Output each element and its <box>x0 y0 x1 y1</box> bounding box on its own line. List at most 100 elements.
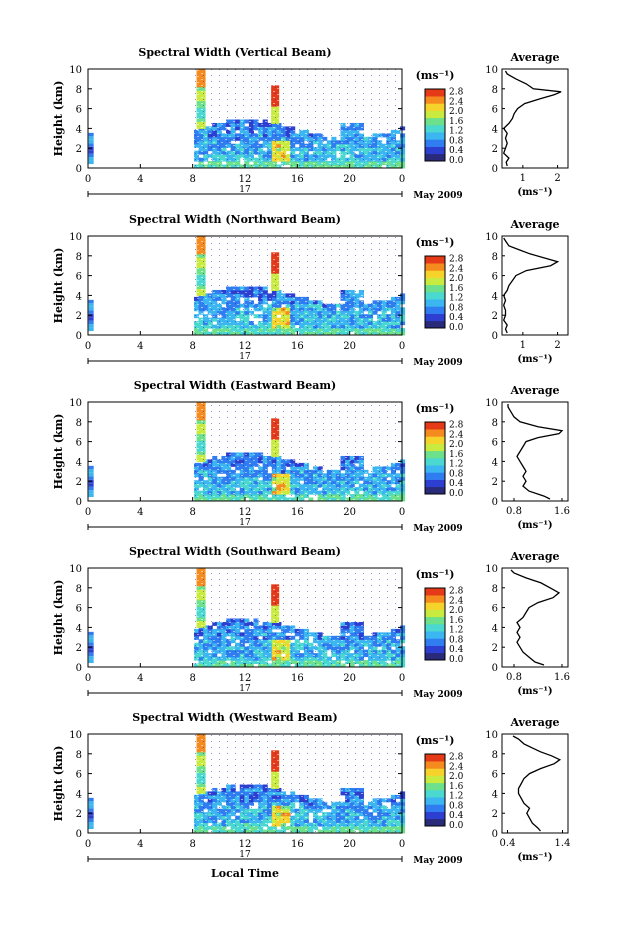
colorbar-swatch <box>425 153 445 162</box>
colorbar-tick: 2.4 <box>449 596 464 606</box>
avg-frame <box>501 68 569 169</box>
date-label: May 2009 <box>413 690 462 700</box>
avg-ytick-label: 6 <box>492 604 498 615</box>
ytick-label: 6 <box>76 604 82 615</box>
echo-cell <box>400 490 406 495</box>
colorbar-swatch <box>425 609 445 618</box>
colorbar-tick: 0.8 <box>449 635 464 645</box>
avg-ytick-label: 0 <box>492 331 498 342</box>
ytick-label: 4 <box>76 291 82 302</box>
colorbar-swatch <box>425 256 445 264</box>
echo-cell <box>400 805 406 810</box>
colorbar-swatch <box>425 645 445 654</box>
echo-cell <box>88 659 94 664</box>
yaxis-label: Height (km) <box>52 248 65 324</box>
echo-cell <box>88 132 94 137</box>
echo-cell <box>88 822 94 826</box>
echo-cell <box>400 656 406 661</box>
avg-ytick-label: 10 <box>485 564 498 575</box>
echo-cell <box>400 133 406 138</box>
colorbar-swatch <box>425 132 445 140</box>
avg-ytick-label: 6 <box>492 438 498 449</box>
xtick-label: 0 <box>85 839 91 850</box>
xtick-label: 4 <box>137 673 143 684</box>
avg-xtick-label: 2 <box>554 340 560 351</box>
xtick-label: 12 <box>239 507 252 518</box>
ytick-label: 2 <box>76 311 82 322</box>
colorbar-swatch <box>425 624 445 632</box>
xtick-label: 4 <box>137 839 143 850</box>
colorbar-tick: 1.6 <box>449 450 464 460</box>
avg-xlabel: (ms⁻¹) <box>517 354 552 365</box>
colorbar-tick: 0.8 <box>449 136 464 146</box>
echo-cell <box>88 808 94 812</box>
echo-field <box>88 69 406 169</box>
avg-xlabel: (ms⁻¹) <box>517 852 552 863</box>
colorbar-tick: 1.6 <box>449 782 464 792</box>
echo-field <box>88 568 406 668</box>
xtick-label: 0 <box>85 507 91 518</box>
colorbar-unit: (ms⁻¹) <box>416 402 455 415</box>
echo-cell <box>400 663 406 668</box>
colorbar-swatch <box>425 754 445 762</box>
xtick-label: 16 <box>291 839 304 850</box>
echo-cell <box>400 497 406 502</box>
colorbar-tick: 0.4 <box>449 479 464 489</box>
ytick-label: 8 <box>76 584 82 595</box>
echo-cell <box>400 126 406 131</box>
ytick-label: 2 <box>76 643 82 654</box>
avg-ytick-label: 2 <box>492 809 498 820</box>
colorbar-swatch <box>425 103 445 111</box>
panel-title: Spectral Width (Vertical Beam) <box>138 46 331 59</box>
echo-cell <box>400 310 406 315</box>
echo-cell <box>400 653 406 658</box>
colorbar-tick: 0.4 <box>449 313 464 323</box>
echo-cell <box>400 331 406 336</box>
echo-cell <box>400 300 406 305</box>
colorbar-swatch <box>425 782 445 791</box>
colorbar-tick: 2.8 <box>449 587 464 597</box>
echo-cell <box>400 829 406 834</box>
ytick-label: 0 <box>76 331 82 342</box>
echo-cell <box>400 307 406 312</box>
xtick-label: 16 <box>291 507 304 518</box>
avg-ytick-label: 2 <box>492 477 498 488</box>
colorbar-swatch <box>425 811 445 820</box>
echo-cell <box>400 819 406 824</box>
colorbar-unit: (ms⁻¹) <box>416 236 455 249</box>
colorbar-swatch <box>425 797 445 805</box>
echo-cell <box>400 147 406 152</box>
echo-cell <box>88 157 94 161</box>
colorbar-swatch <box>425 139 445 147</box>
echo-cell <box>400 150 406 155</box>
colorbar-frame <box>424 255 446 329</box>
echo-cell <box>400 480 406 485</box>
colorbar-swatch <box>425 486 445 495</box>
xtick-label: 8 <box>189 673 195 684</box>
echo-cell <box>400 646 406 651</box>
echo-cell <box>400 791 406 796</box>
avg-xtick-label: 0.4 <box>500 838 516 849</box>
colorbar-swatch <box>425 436 445 444</box>
colorbar-swatch <box>425 465 445 473</box>
echo-cell <box>400 812 406 817</box>
avg-title: Average <box>509 716 559 729</box>
avg-title: Average <box>509 218 559 231</box>
yaxis-label: Height (km) <box>52 414 65 490</box>
echo-cell <box>400 314 406 319</box>
echo-cell <box>400 628 406 633</box>
ytick-label: 10 <box>69 564 82 575</box>
echo-cell <box>88 143 94 147</box>
xtick-label: 0 <box>85 341 91 352</box>
avg-ytick-label: 0 <box>492 829 498 840</box>
colorbar-swatch <box>425 458 445 466</box>
yaxis-label: Height (km) <box>52 81 65 157</box>
echo-cell <box>88 310 94 314</box>
colorbar-swatch <box>425 292 445 300</box>
colorbar-tick: 0.0 <box>449 489 464 499</box>
echo-cell <box>400 293 406 298</box>
avg-ytick-label: 4 <box>492 623 498 634</box>
yaxis-label: Height (km) <box>52 746 65 822</box>
echo-cell <box>88 631 94 636</box>
avg-xtick-label: 1.4 <box>555 838 571 849</box>
